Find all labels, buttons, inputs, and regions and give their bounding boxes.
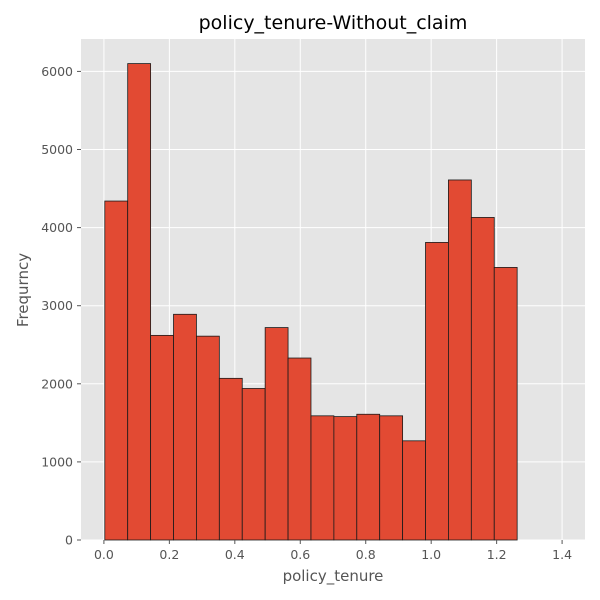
histogram-bar: [402, 440, 426, 541]
histogram-bar: [470, 217, 495, 541]
histogram-bar: [379, 415, 404, 541]
x-tick-label: 1.4: [552, 547, 572, 562]
y-tick-label: 1000: [41, 454, 73, 469]
histogram-bar: [241, 388, 266, 541]
x-tick-label: 0.2: [159, 547, 179, 562]
histogram-bar: [127, 63, 152, 541]
chart-title: policy_tenure-Without_claim: [199, 12, 468, 34]
x-axis: 0.0 0.2 0.4 0.6 0.8 1.0 1.2 1.4: [94, 540, 572, 562]
x-tick-label: 1.2: [487, 547, 507, 562]
y-tick-label: 2000: [41, 376, 73, 391]
y-tick-label: 5000: [41, 142, 73, 157]
y-axis: 0 1000 2000 3000 4000 5000 6000: [41, 64, 81, 548]
x-tick-label: 1.0: [421, 547, 441, 562]
y-tick-label: 4000: [41, 220, 73, 235]
histogram-bar: [448, 179, 472, 541]
histogram-bar: [333, 416, 358, 541]
x-tick-label: 0.0: [94, 547, 114, 562]
histogram-bar: [425, 242, 449, 541]
histogram-bar: [356, 413, 381, 541]
histogram-bar: [287, 357, 312, 541]
histogram-bar: [173, 313, 197, 541]
histogram-bar: [218, 377, 243, 541]
histogram-bar: [150, 334, 174, 541]
x-axis-label: policy_tenure: [283, 567, 384, 586]
histogram-bar: [493, 267, 518, 541]
y-tick-label: 3000: [41, 298, 73, 313]
histogram-bars: [104, 63, 518, 541]
y-tick-label: 6000: [41, 64, 73, 79]
x-tick-label: 0.6: [290, 547, 310, 562]
y-tick-label: 0: [65, 533, 73, 548]
histogram-bar: [310, 415, 335, 541]
x-tick-label: 0.8: [356, 547, 376, 562]
y-axis-label: Frequrncy: [14, 253, 32, 327]
x-tick-label: 0.4: [225, 547, 245, 562]
histogram-bar: [264, 327, 289, 541]
histogram-bar: [104, 200, 129, 541]
histogram-bar: [196, 335, 220, 541]
